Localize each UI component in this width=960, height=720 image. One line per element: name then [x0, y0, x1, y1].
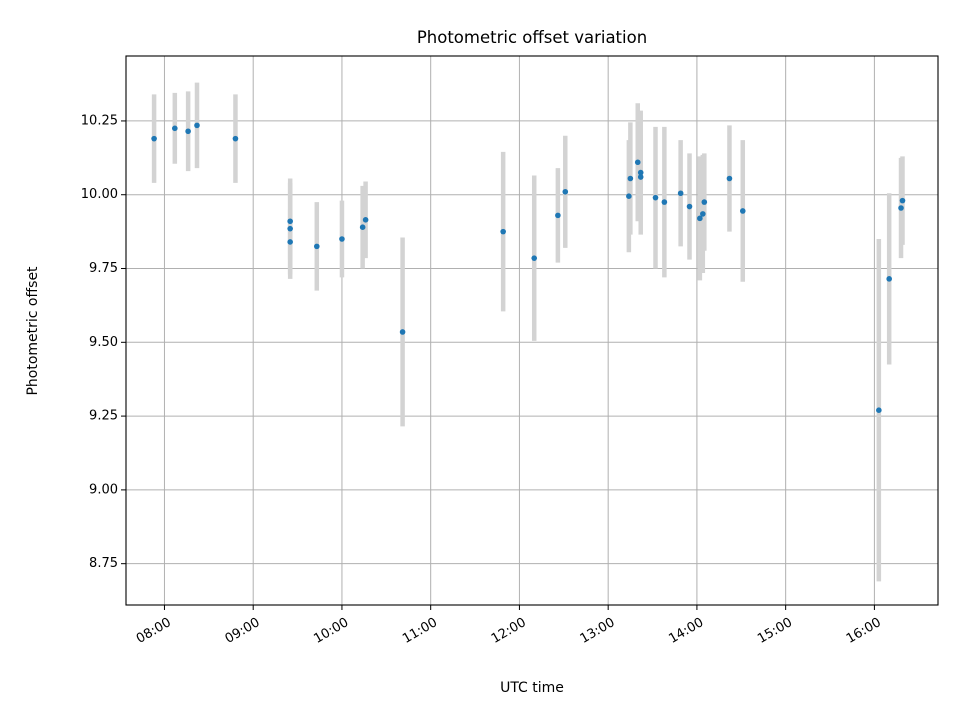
data-point — [726, 175, 733, 182]
data-point — [562, 188, 569, 195]
data-point — [287, 218, 293, 225]
y-tick-label: 10.00 — [81, 187, 118, 202]
data-point — [339, 236, 345, 242]
data-point — [194, 122, 200, 129]
data-point — [151, 135, 157, 142]
data-point — [686, 203, 693, 210]
data-point — [626, 193, 632, 200]
y-tick-label: 8.75 — [89, 556, 118, 571]
data-point — [287, 225, 293, 232]
data-point — [313, 243, 320, 250]
data-point — [700, 211, 706, 217]
plot-frame — [125, 55, 939, 606]
data-points — [151, 122, 906, 413]
y-axis-label: Photometric offset — [25, 266, 41, 396]
data-point — [661, 199, 668, 205]
data-point — [677, 190, 684, 197]
data-point — [898, 205, 904, 211]
data-point — [634, 159, 641, 166]
data-point — [362, 217, 369, 223]
data-point — [359, 224, 366, 230]
data-point — [172, 125, 178, 132]
data-point — [886, 276, 892, 282]
chart-title: Photometric offset variation — [417, 28, 647, 47]
data-point — [637, 174, 644, 180]
data-point — [500, 228, 506, 235]
grid — [126, 56, 938, 605]
data-point — [697, 215, 703, 222]
data-point — [701, 199, 708, 205]
x-axis-label: UTC time — [500, 680, 564, 696]
data-point — [652, 194, 659, 201]
data-point — [185, 128, 191, 135]
data-point — [555, 212, 561, 219]
y-tick-label: 9.00 — [89, 482, 118, 497]
y-tick-label: 9.75 — [89, 261, 118, 276]
y-tick-label: 9.50 — [89, 335, 118, 350]
data-point — [531, 255, 538, 261]
y-tick-label: 10.25 — [81, 113, 118, 128]
data-point — [876, 407, 882, 413]
data-point — [899, 197, 906, 204]
data-point — [287, 239, 293, 245]
y-tick-label: 9.25 — [89, 409, 118, 424]
data-point — [637, 169, 644, 176]
data-point — [232, 135, 239, 142]
data-point — [739, 208, 746, 214]
data-point — [627, 175, 634, 182]
data-point — [399, 329, 406, 335]
